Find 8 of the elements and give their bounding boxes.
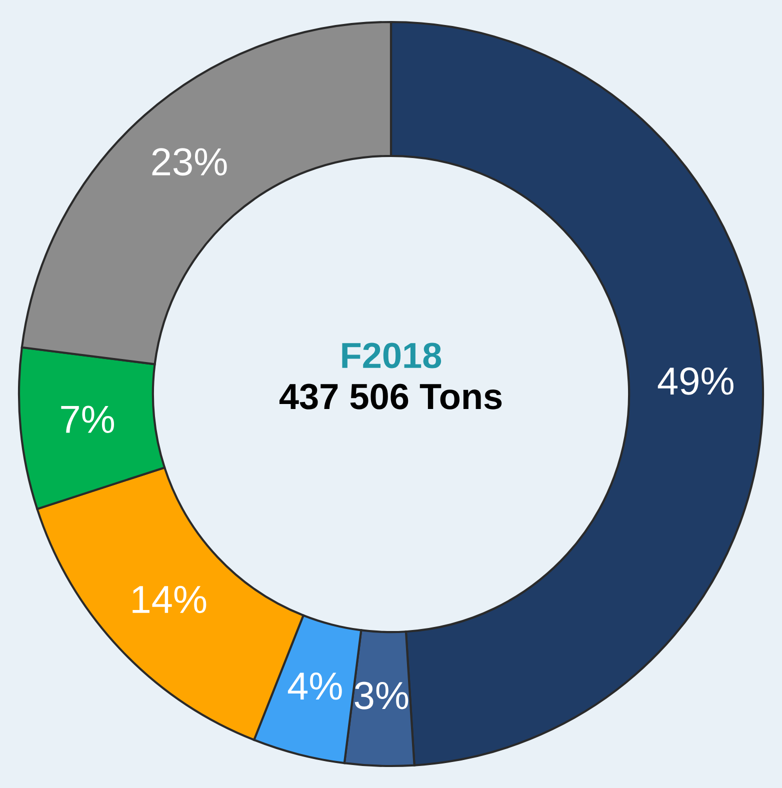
text: 437 506 Tons	[279, 384, 502, 410]
data-label: 14%	[132, 586, 206, 614]
data-label: 3%	[354, 682, 408, 710]
data-label: 49%	[658, 367, 734, 395]
data-label: 7%	[61, 406, 114, 433]
text: F2018	[342, 342, 442, 368]
data-label: 4%	[288, 672, 342, 700]
data-label: 23%	[152, 148, 227, 176]
